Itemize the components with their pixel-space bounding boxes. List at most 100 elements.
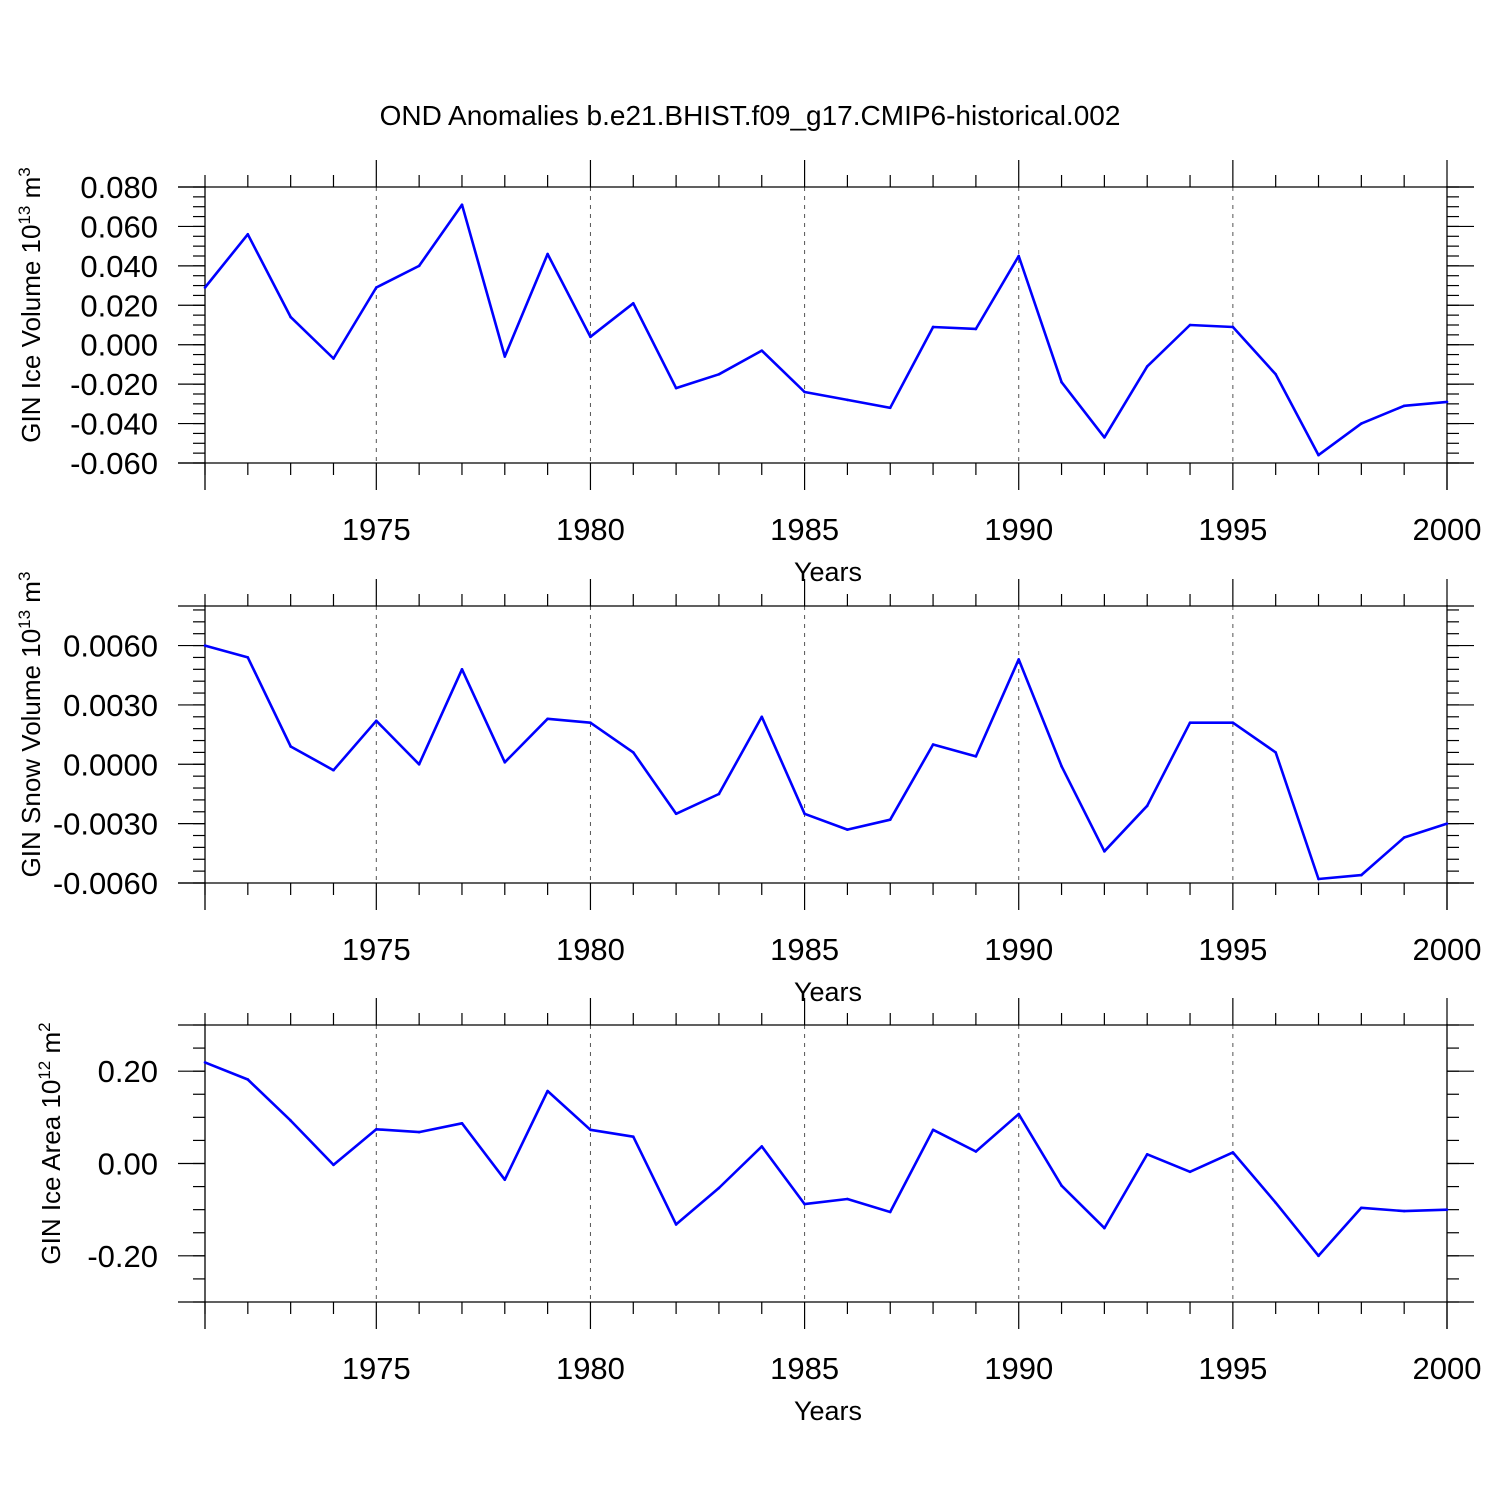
- y-axis-label: GIN Ice Volume 1013 m3: [15, 167, 46, 443]
- x-tick-label: 1975: [342, 932, 411, 967]
- data-point: [631, 751, 635, 754]
- y-tick-label: -0.0060: [53, 866, 158, 901]
- x-tick-label: 1995: [1198, 1351, 1267, 1386]
- data-point: [1402, 1209, 1406, 1213]
- x-tick-label: 1995: [1198, 932, 1267, 967]
- y-tick-label: -0.040: [70, 407, 158, 442]
- data-point: [203, 286, 207, 289]
- data-point: [332, 768, 335, 772]
- data-point: [974, 755, 978, 758]
- data-point: [1445, 1208, 1449, 1211]
- data-point: [1317, 877, 1320, 881]
- data-point: [1231, 1151, 1235, 1154]
- y-tick-label: 0.020: [80, 288, 158, 323]
- data-point: [1317, 1254, 1320, 1258]
- data-point: [332, 1163, 335, 1167]
- data-point: [289, 315, 292, 319]
- series-line: [204, 1061, 1448, 1258]
- data-point: [760, 1145, 764, 1148]
- data-point: [1274, 372, 1277, 376]
- data-point: [332, 357, 335, 360]
- chart-title: OND Anomalies b.e21.BHIST.f09_g17.CMIP6-…: [380, 100, 1121, 131]
- data-point: [717, 792, 721, 796]
- x-tick-label: 1990: [984, 932, 1053, 967]
- data-point: [803, 390, 806, 394]
- x-tick-label: 1980: [556, 932, 625, 967]
- data-point: [974, 327, 978, 331]
- data-point: [1445, 822, 1449, 825]
- data-point: [1445, 400, 1449, 404]
- data-point: [1060, 380, 1063, 384]
- data-point: [203, 1061, 207, 1064]
- data-point: [503, 1178, 507, 1181]
- data-point: [460, 668, 464, 671]
- y-tick-label: 0.060: [80, 209, 158, 244]
- x-axis-label: Years: [794, 557, 862, 587]
- x-tick-label: 1980: [556, 1351, 625, 1386]
- data-point: [674, 386, 678, 390]
- data-point: [417, 264, 421, 268]
- data-point: [1145, 1152, 1149, 1156]
- data-point: [1060, 1184, 1063, 1187]
- data-point: [717, 1186, 721, 1190]
- y-axis-label: GIN Ice Area 1012 m2: [35, 1022, 66, 1264]
- data-point: [1402, 836, 1406, 839]
- x-tick-label: 1985: [770, 932, 839, 967]
- y-tick-label: -0.020: [70, 367, 158, 402]
- data-point: [1103, 436, 1106, 439]
- x-tick-label: 1980: [556, 512, 625, 547]
- y-tick-label: 0.0000: [63, 747, 158, 782]
- data-point: [546, 252, 549, 256]
- y-tick-label: 0.0060: [63, 629, 158, 664]
- data-point: [375, 1128, 378, 1131]
- data-point: [631, 302, 635, 305]
- data-point: [203, 644, 207, 647]
- y-tick-label: 0.0030: [63, 688, 158, 723]
- data-point: [888, 406, 892, 410]
- data-point: [1274, 751, 1277, 754]
- data-point: [888, 1210, 892, 1214]
- data-point: [417, 762, 421, 766]
- data-point: [1017, 658, 1021, 661]
- y-axis-label: GIN Snow Volume 1013 m3: [15, 572, 46, 878]
- data-point: [803, 1202, 806, 1206]
- data-point: [1060, 764, 1063, 768]
- data-point: [1145, 804, 1149, 808]
- y-tick-label: -0.060: [70, 446, 158, 481]
- data-point: [246, 656, 250, 659]
- panel-3: -0.20 0.00 0.20 1975 1980 1985 1990 1995 2000 Yea…: [35, 998, 1481, 1426]
- data-point: [1145, 365, 1149, 368]
- data-point: [1360, 422, 1363, 425]
- data-point: [589, 335, 592, 339]
- data-point: [246, 233, 250, 236]
- y-tick-label: 0.20: [98, 1054, 158, 1089]
- data-point: [503, 355, 507, 358]
- data-point: [1231, 721, 1235, 725]
- data-point: [760, 715, 764, 719]
- data-point: [717, 372, 721, 376]
- y-tick-label: -0.0030: [53, 807, 158, 842]
- data-point: [931, 1128, 935, 1132]
- data-point: [1317, 453, 1320, 457]
- data-point: [674, 812, 678, 816]
- data-point: [1188, 1170, 1192, 1174]
- data-point: [1188, 721, 1192, 725]
- data-point: [674, 1223, 678, 1226]
- data-point: [1360, 1206, 1363, 1210]
- data-point: [375, 719, 378, 723]
- data-point: [846, 828, 849, 831]
- data-point: [289, 1119, 292, 1122]
- data-point: [1402, 404, 1406, 408]
- data-point: [760, 349, 764, 352]
- x-tick-label: 2000: [1413, 1351, 1482, 1386]
- data-point: [1231, 325, 1235, 329]
- data-point: [803, 812, 806, 816]
- data-point: [546, 1089, 549, 1093]
- data-point: [589, 1128, 592, 1132]
- data-point: [503, 761, 507, 764]
- panel-2: -0.0060 -0.0030 0.0000 0.0030 0.0060 1975 1980…: [15, 572, 1481, 1007]
- x-tick-label: 1985: [770, 512, 839, 547]
- y-tick-label: -0.20: [87, 1239, 158, 1274]
- data-point: [931, 325, 935, 329]
- data-point: [974, 1150, 978, 1153]
